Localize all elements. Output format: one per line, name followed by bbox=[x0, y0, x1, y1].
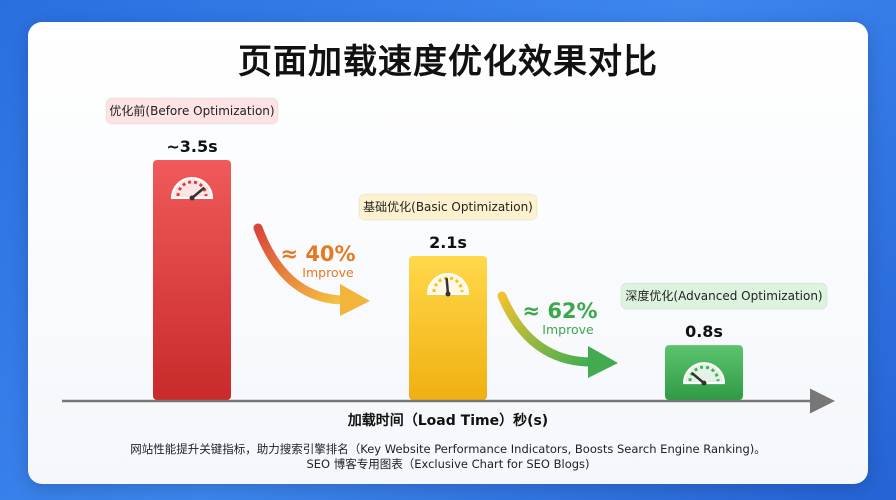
category-label-0: 优化前(Before Optimization) bbox=[109, 103, 274, 118]
x-axis-label: 加载时间（Load Time）秒(s) bbox=[347, 413, 549, 429]
footer-line-1: 网站性能提升关键指标，助力搜索引擎排名（Key Website Performa… bbox=[130, 442, 766, 456]
improve-text-2: Improve bbox=[542, 322, 594, 337]
gauge-icon bbox=[682, 362, 726, 386]
category-label-bg-2 bbox=[620, 282, 828, 310]
improve-arrow-2 bbox=[497, 291, 597, 367]
improve-value-1: ≈ 40% bbox=[280, 242, 355, 266]
category-label-bg-1 bbox=[358, 193, 538, 221]
improve-arrow-1 bbox=[253, 223, 350, 305]
value-label-2: 0.8s bbox=[685, 322, 723, 341]
gauge-icon bbox=[170, 177, 214, 201]
improve-text-1: Improve bbox=[302, 265, 354, 280]
footer-line-2: SEO 博客专用图表（Exclusive Chart for SEO Blogs… bbox=[306, 457, 590, 471]
category-label-1: 基础优化(Basic Optimization) bbox=[363, 200, 533, 214]
value-label-1: 2.1s bbox=[429, 233, 467, 252]
category-label-bg-0 bbox=[105, 97, 279, 125]
improve-value-2: ≈ 62% bbox=[522, 299, 597, 323]
value-label-0: ~3.5s bbox=[166, 137, 217, 156]
improve-arrow-2-head bbox=[588, 346, 618, 378]
chart-title: 页面加载速度优化效果对比 bbox=[238, 42, 658, 82]
gauge-icon bbox=[426, 273, 470, 297]
category-label-2: 深度优化(Advanced Optimization) bbox=[625, 288, 822, 303]
improve-arrow-1-head bbox=[340, 284, 370, 316]
bar-0 bbox=[153, 160, 231, 400]
